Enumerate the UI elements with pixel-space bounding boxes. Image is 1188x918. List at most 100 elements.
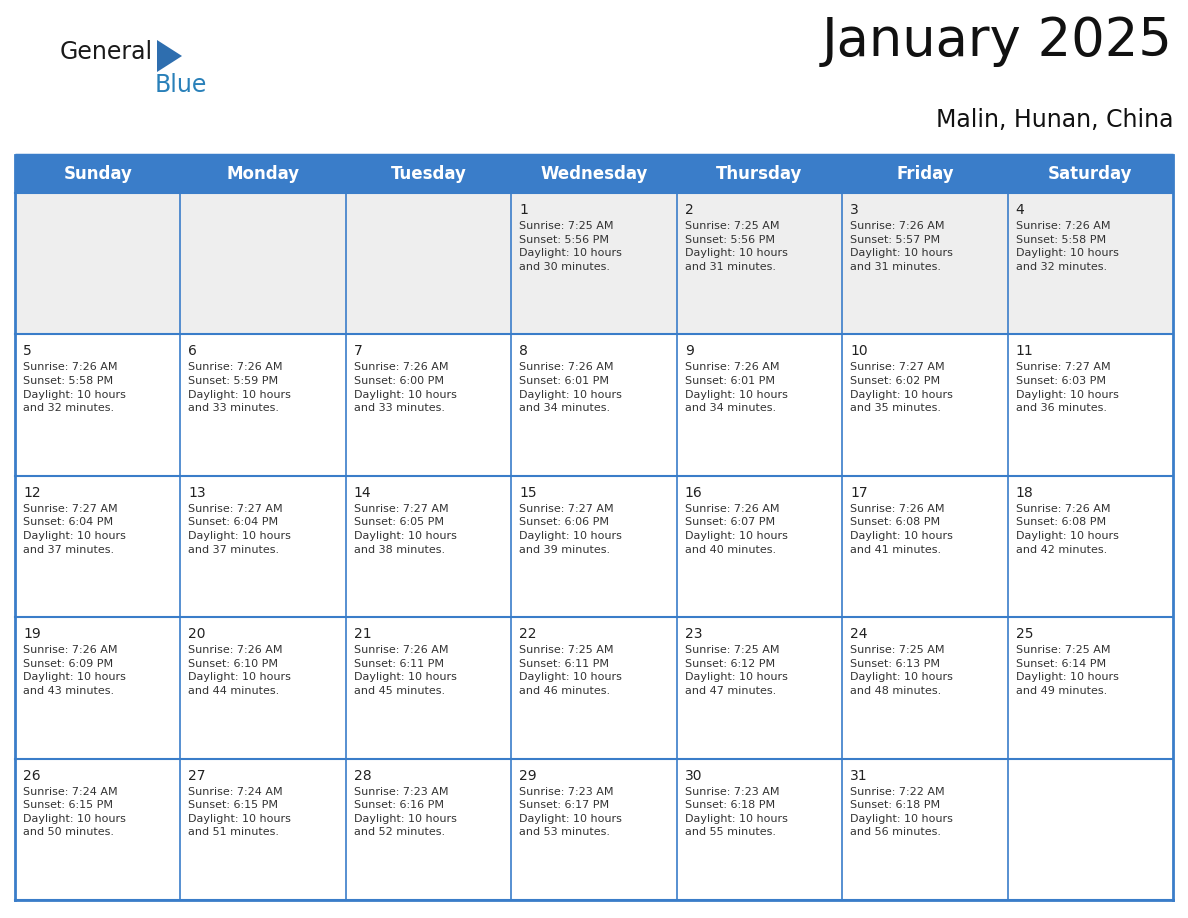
Text: Sunrise: 7:24 AM
Sunset: 6:15 PM
Daylight: 10 hours
and 50 minutes.: Sunrise: 7:24 AM Sunset: 6:15 PM Dayligh… [23, 787, 126, 837]
Text: 18: 18 [1016, 486, 1034, 499]
Text: Sunrise: 7:25 AM
Sunset: 6:13 PM
Daylight: 10 hours
and 48 minutes.: Sunrise: 7:25 AM Sunset: 6:13 PM Dayligh… [851, 645, 953, 696]
Text: Sunrise: 7:27 AM
Sunset: 6:05 PM
Daylight: 10 hours
and 38 minutes.: Sunrise: 7:27 AM Sunset: 6:05 PM Dayligh… [354, 504, 456, 554]
Bar [1007, 193, 1173, 334]
Text: Sunrise: 7:23 AM
Sunset: 6:16 PM
Daylight: 10 hours
and 52 minutes.: Sunrise: 7:23 AM Sunset: 6:16 PM Dayligh… [354, 787, 456, 837]
Bar [677, 758, 842, 900]
Text: Sunrise: 7:26 AM
Sunset: 6:08 PM
Daylight: 10 hours
and 41 minutes.: Sunrise: 7:26 AM Sunset: 6:08 PM Dayligh… [851, 504, 953, 554]
Text: Thursday: Thursday [716, 165, 803, 183]
Bar [181, 476, 346, 617]
Text: Sunrise: 7:25 AM
Sunset: 6:12 PM
Daylight: 10 hours
and 47 minutes.: Sunrise: 7:25 AM Sunset: 6:12 PM Dayligh… [684, 645, 788, 696]
Text: 28: 28 [354, 768, 372, 783]
Text: Sunrise: 7:26 AM
Sunset: 6:07 PM
Daylight: 10 hours
and 40 minutes.: Sunrise: 7:26 AM Sunset: 6:07 PM Dayligh… [684, 504, 788, 554]
Text: 12: 12 [23, 486, 40, 499]
Bar [511, 476, 677, 617]
Text: Sunrise: 7:27 AM
Sunset: 6:02 PM
Daylight: 10 hours
and 35 minutes.: Sunrise: 7:27 AM Sunset: 6:02 PM Dayligh… [851, 363, 953, 413]
Bar [15, 334, 181, 476]
Text: Sunrise: 7:25 AM
Sunset: 6:14 PM
Daylight: 10 hours
and 49 minutes.: Sunrise: 7:25 AM Sunset: 6:14 PM Dayligh… [1016, 645, 1118, 696]
Text: Sunrise: 7:27 AM
Sunset: 6:06 PM
Daylight: 10 hours
and 39 minutes.: Sunrise: 7:27 AM Sunset: 6:06 PM Dayligh… [519, 504, 623, 554]
Bar [1007, 617, 1173, 758]
Bar [181, 617, 346, 758]
Text: 27: 27 [189, 768, 206, 783]
Text: 10: 10 [851, 344, 867, 358]
Text: 30: 30 [684, 768, 702, 783]
Text: Sunrise: 7:26 AM
Sunset: 6:11 PM
Daylight: 10 hours
and 45 minutes.: Sunrise: 7:26 AM Sunset: 6:11 PM Dayligh… [354, 645, 456, 696]
Bar [15, 193, 181, 334]
Text: Sunrise: 7:24 AM
Sunset: 6:15 PM
Daylight: 10 hours
and 51 minutes.: Sunrise: 7:24 AM Sunset: 6:15 PM Dayligh… [189, 787, 291, 837]
Bar [181, 155, 346, 193]
Text: Sunrise: 7:26 AM
Sunset: 6:09 PM
Daylight: 10 hours
and 43 minutes.: Sunrise: 7:26 AM Sunset: 6:09 PM Dayligh… [23, 645, 126, 696]
Bar [842, 155, 1007, 193]
Text: 4: 4 [1016, 203, 1024, 217]
Bar [346, 334, 511, 476]
Bar [842, 617, 1007, 758]
Text: General: General [61, 40, 153, 64]
Text: Saturday: Saturday [1048, 165, 1132, 183]
Text: Sunrise: 7:26 AM
Sunset: 6:01 PM
Daylight: 10 hours
and 34 minutes.: Sunrise: 7:26 AM Sunset: 6:01 PM Dayligh… [684, 363, 788, 413]
Text: Sunrise: 7:25 AM
Sunset: 6:11 PM
Daylight: 10 hours
and 46 minutes.: Sunrise: 7:25 AM Sunset: 6:11 PM Dayligh… [519, 645, 623, 696]
Bar [1007, 334, 1173, 476]
Text: 7: 7 [354, 344, 362, 358]
Text: Blue: Blue [154, 73, 208, 97]
Bar [842, 476, 1007, 617]
Text: January 2025: January 2025 [822, 15, 1173, 67]
Text: Sunrise: 7:26 AM
Sunset: 5:58 PM
Daylight: 10 hours
and 32 minutes.: Sunrise: 7:26 AM Sunset: 5:58 PM Dayligh… [1016, 221, 1118, 272]
Text: 1: 1 [519, 203, 529, 217]
Text: 31: 31 [851, 768, 867, 783]
Text: Sunrise: 7:26 AM
Sunset: 6:01 PM
Daylight: 10 hours
and 34 minutes.: Sunrise: 7:26 AM Sunset: 6:01 PM Dayligh… [519, 363, 623, 413]
Text: Sunrise: 7:26 AM
Sunset: 6:08 PM
Daylight: 10 hours
and 42 minutes.: Sunrise: 7:26 AM Sunset: 6:08 PM Dayligh… [1016, 504, 1118, 554]
Text: 13: 13 [189, 486, 206, 499]
Text: 21: 21 [354, 627, 372, 641]
Bar [842, 758, 1007, 900]
Bar [346, 193, 511, 334]
Text: 25: 25 [1016, 627, 1034, 641]
Text: Sunrise: 7:26 AM
Sunset: 5:59 PM
Daylight: 10 hours
and 33 minutes.: Sunrise: 7:26 AM Sunset: 5:59 PM Dayligh… [189, 363, 291, 413]
Bar [677, 617, 842, 758]
Bar [346, 155, 511, 193]
Text: Wednesday: Wednesday [541, 165, 647, 183]
Bar [15, 476, 181, 617]
Bar [677, 155, 842, 193]
Bar [346, 476, 511, 617]
Bar [181, 758, 346, 900]
Bar [511, 617, 677, 758]
Text: Sunrise: 7:26 AM
Sunset: 5:58 PM
Daylight: 10 hours
and 32 minutes.: Sunrise: 7:26 AM Sunset: 5:58 PM Dayligh… [23, 363, 126, 413]
Text: Malin, Hunan, China: Malin, Hunan, China [935, 108, 1173, 132]
Text: 22: 22 [519, 627, 537, 641]
Text: Sunrise: 7:25 AM
Sunset: 5:56 PM
Daylight: 10 hours
and 30 minutes.: Sunrise: 7:25 AM Sunset: 5:56 PM Dayligh… [519, 221, 623, 272]
Bar [677, 193, 842, 334]
Text: 14: 14 [354, 486, 372, 499]
Bar [181, 193, 346, 334]
Bar [15, 758, 181, 900]
Text: Friday: Friday [896, 165, 954, 183]
Text: 20: 20 [189, 627, 206, 641]
Bar [15, 155, 181, 193]
Bar [511, 758, 677, 900]
Text: Sunrise: 7:27 AM
Sunset: 6:03 PM
Daylight: 10 hours
and 36 minutes.: Sunrise: 7:27 AM Sunset: 6:03 PM Dayligh… [1016, 363, 1118, 413]
Bar [677, 334, 842, 476]
Text: Sunrise: 7:22 AM
Sunset: 6:18 PM
Daylight: 10 hours
and 56 minutes.: Sunrise: 7:22 AM Sunset: 6:18 PM Dayligh… [851, 787, 953, 837]
Text: 23: 23 [684, 627, 702, 641]
Text: 2: 2 [684, 203, 694, 217]
Text: 29: 29 [519, 768, 537, 783]
Bar [346, 617, 511, 758]
Text: 5: 5 [23, 344, 32, 358]
Bar [1007, 155, 1173, 193]
Polygon shape [157, 40, 182, 72]
Bar [842, 193, 1007, 334]
Bar [511, 193, 677, 334]
Bar [15, 617, 181, 758]
Text: Sunrise: 7:23 AM
Sunset: 6:17 PM
Daylight: 10 hours
and 53 minutes.: Sunrise: 7:23 AM Sunset: 6:17 PM Dayligh… [519, 787, 623, 837]
Bar [677, 476, 842, 617]
Text: Sunrise: 7:27 AM
Sunset: 6:04 PM
Daylight: 10 hours
and 37 minutes.: Sunrise: 7:27 AM Sunset: 6:04 PM Dayligh… [189, 504, 291, 554]
Text: Sunrise: 7:27 AM
Sunset: 6:04 PM
Daylight: 10 hours
and 37 minutes.: Sunrise: 7:27 AM Sunset: 6:04 PM Dayligh… [23, 504, 126, 554]
Text: 24: 24 [851, 627, 867, 641]
Text: 3: 3 [851, 203, 859, 217]
Text: 17: 17 [851, 486, 867, 499]
Text: Tuesday: Tuesday [391, 165, 467, 183]
Text: Sunrise: 7:26 AM
Sunset: 5:57 PM
Daylight: 10 hours
and 31 minutes.: Sunrise: 7:26 AM Sunset: 5:57 PM Dayligh… [851, 221, 953, 272]
Text: Monday: Monday [227, 165, 299, 183]
Text: 16: 16 [684, 486, 702, 499]
Text: 8: 8 [519, 344, 529, 358]
Text: Sunday: Sunday [63, 165, 132, 183]
Text: 11: 11 [1016, 344, 1034, 358]
